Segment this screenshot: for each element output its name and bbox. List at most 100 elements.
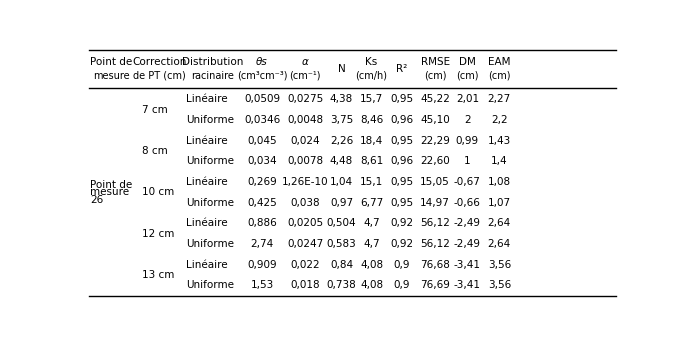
Text: 45,10: 45,10 — [420, 115, 450, 125]
Text: 1,43: 1,43 — [488, 136, 511, 146]
Text: Linéaire: Linéaire — [186, 177, 227, 187]
Text: Ks: Ks — [365, 57, 378, 67]
Text: 8,46: 8,46 — [360, 115, 383, 125]
Text: 45,22: 45,22 — [420, 94, 450, 104]
Text: 2,27: 2,27 — [488, 94, 511, 104]
Text: 1,53: 1,53 — [251, 281, 273, 290]
Text: α: α — [302, 57, 308, 67]
Text: 56,12: 56,12 — [420, 218, 450, 228]
Text: 0,0509: 0,0509 — [244, 94, 280, 104]
Text: Point de: Point de — [90, 57, 133, 67]
Text: 0,045: 0,045 — [247, 136, 277, 146]
Text: 3,75: 3,75 — [330, 115, 353, 125]
Text: 15,1: 15,1 — [360, 177, 383, 187]
Text: 8 cm: 8 cm — [142, 146, 168, 156]
Text: Uniforme: Uniforme — [186, 198, 234, 208]
Text: 10 cm: 10 cm — [142, 187, 174, 198]
Text: N: N — [337, 64, 346, 74]
Text: 15,05: 15,05 — [420, 177, 450, 187]
Text: 0,886: 0,886 — [247, 218, 277, 228]
Text: (cm³cm⁻³): (cm³cm⁻³) — [237, 71, 287, 81]
Text: 3,56: 3,56 — [488, 281, 511, 290]
Text: θs: θs — [256, 57, 268, 67]
Text: -0,67: -0,67 — [454, 177, 481, 187]
Text: Linéaire: Linéaire — [186, 136, 227, 146]
Text: 0,9: 0,9 — [394, 260, 410, 270]
Text: 1,08: 1,08 — [488, 177, 511, 187]
Text: 0,738: 0,738 — [326, 281, 357, 290]
Text: 0,0205: 0,0205 — [287, 218, 324, 228]
Text: (cm/h): (cm/h) — [355, 71, 387, 81]
Text: (cm⁻¹): (cm⁻¹) — [289, 71, 321, 81]
Text: 2,26: 2,26 — [330, 136, 353, 146]
Text: 2,74: 2,74 — [251, 239, 273, 249]
Text: (cm): (cm) — [456, 71, 479, 81]
Text: 3,56: 3,56 — [488, 260, 511, 270]
Text: 0,95: 0,95 — [390, 198, 414, 208]
Text: -2,49: -2,49 — [454, 218, 481, 228]
Text: 22,29: 22,29 — [420, 136, 450, 146]
Text: Uniforme: Uniforme — [186, 239, 234, 249]
Text: 0,92: 0,92 — [390, 218, 414, 228]
Text: R²: R² — [396, 64, 407, 74]
Text: 0,909: 0,909 — [247, 260, 277, 270]
Text: 0,0275: 0,0275 — [287, 94, 324, 104]
Text: 0,0247: 0,0247 — [287, 239, 324, 249]
Text: 0,018: 0,018 — [291, 281, 320, 290]
Text: 18,4: 18,4 — [360, 136, 383, 146]
Text: Linéaire: Linéaire — [186, 260, 227, 270]
Text: mesure: mesure — [93, 71, 129, 81]
Text: 0,0346: 0,0346 — [244, 115, 280, 125]
Text: 22,60: 22,60 — [420, 156, 450, 166]
Text: 4,7: 4,7 — [363, 218, 380, 228]
Text: 1: 1 — [464, 156, 471, 166]
Text: Linéaire: Linéaire — [186, 218, 227, 228]
Text: -2,49: -2,49 — [454, 239, 481, 249]
Text: 14,97: 14,97 — [420, 198, 450, 208]
Text: 0,022: 0,022 — [291, 260, 320, 270]
Text: 4,38: 4,38 — [330, 94, 353, 104]
Text: 4,08: 4,08 — [360, 281, 383, 290]
Text: 0,425: 0,425 — [247, 198, 277, 208]
Text: 12 cm: 12 cm — [142, 229, 174, 239]
Text: 0,504: 0,504 — [326, 218, 357, 228]
Text: 0,99: 0,99 — [455, 136, 479, 146]
Text: 0,583: 0,583 — [326, 239, 357, 249]
Text: 13 cm: 13 cm — [142, 270, 174, 280]
Text: Linéaire: Linéaire — [186, 94, 227, 104]
Text: 4,48: 4,48 — [330, 156, 353, 166]
Text: 2: 2 — [464, 115, 471, 125]
Text: 0,96: 0,96 — [390, 115, 414, 125]
Text: 0,024: 0,024 — [291, 136, 320, 146]
Text: (cm): (cm) — [424, 71, 447, 81]
Text: 0,038: 0,038 — [291, 198, 320, 208]
Text: 0,95: 0,95 — [390, 136, 414, 146]
Text: de PT (cm): de PT (cm) — [133, 71, 185, 81]
Text: 0,269: 0,269 — [247, 177, 277, 187]
Text: mesure: mesure — [90, 187, 129, 198]
Text: RMSE: RMSE — [420, 57, 450, 67]
Text: Uniforme: Uniforme — [186, 156, 234, 166]
Text: 2,2: 2,2 — [491, 115, 508, 125]
Text: Uniforme: Uniforme — [186, 281, 234, 290]
Text: 0,95: 0,95 — [390, 94, 414, 104]
Text: 8,61: 8,61 — [360, 156, 383, 166]
Text: 1,26E-10: 1,26E-10 — [282, 177, 328, 187]
Text: racinaire: racinaire — [191, 71, 234, 81]
Text: 26: 26 — [90, 195, 103, 205]
Text: 1,4: 1,4 — [491, 156, 508, 166]
Text: 7 cm: 7 cm — [142, 105, 168, 114]
Text: 0,92: 0,92 — [390, 239, 414, 249]
Text: -3,41: -3,41 — [454, 260, 481, 270]
Text: (cm): (cm) — [488, 71, 510, 81]
Text: 0,0078: 0,0078 — [287, 156, 324, 166]
Text: 4,7: 4,7 — [363, 239, 380, 249]
Text: 56,12: 56,12 — [420, 239, 450, 249]
Text: 76,68: 76,68 — [420, 260, 450, 270]
Text: DM: DM — [459, 57, 476, 67]
Text: 15,7: 15,7 — [360, 94, 383, 104]
Text: 2,64: 2,64 — [488, 218, 511, 228]
Text: 0,96: 0,96 — [390, 156, 414, 166]
Text: 0,0048: 0,0048 — [287, 115, 324, 125]
Text: -0,66: -0,66 — [454, 198, 481, 208]
